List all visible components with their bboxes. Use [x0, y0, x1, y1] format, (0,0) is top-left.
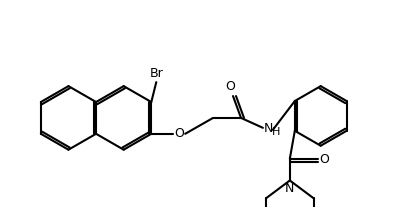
Text: O: O	[225, 80, 235, 93]
Text: O: O	[174, 127, 184, 140]
Text: N: N	[264, 122, 273, 135]
Text: Br: Br	[149, 67, 163, 80]
Text: H: H	[272, 127, 280, 137]
Text: N: N	[285, 182, 295, 196]
Text: O: O	[320, 153, 330, 166]
